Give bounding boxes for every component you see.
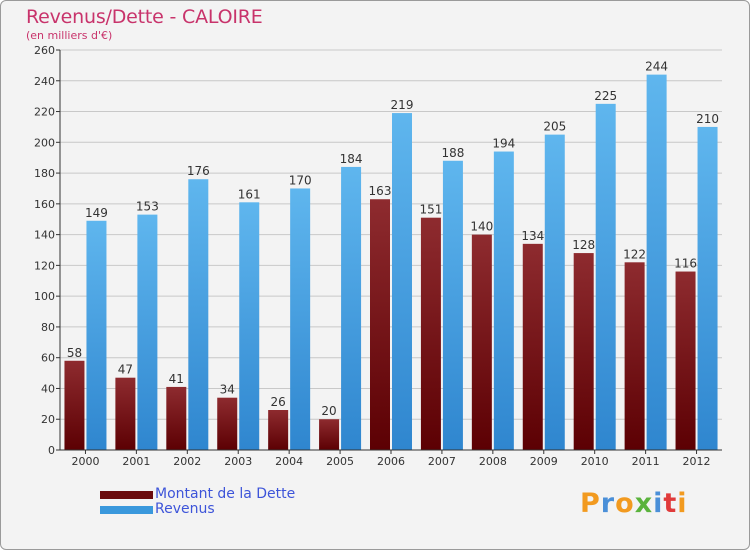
bar-revenus <box>86 220 107 450</box>
logo-letter: o <box>615 488 635 519</box>
bar-revenus <box>239 202 260 450</box>
bar-dette <box>115 377 136 450</box>
bar-dette <box>166 386 187 450</box>
x-tick-label: 2002 <box>173 455 201 468</box>
data-label-revenus: 194 <box>492 137 515 151</box>
x-tick-label: 2011 <box>632 455 660 468</box>
bar-dette <box>624 262 645 450</box>
bar-revenus <box>493 151 514 451</box>
bar-revenus <box>137 214 158 450</box>
data-label-dette: 34 <box>220 383 235 397</box>
logo-letter: i <box>653 488 664 519</box>
data-label-revenus: 188 <box>441 146 464 160</box>
data-label-revenus: 244 <box>645 60 668 74</box>
bar-revenus <box>290 188 311 450</box>
logo-letter: r <box>600 488 616 519</box>
data-label-revenus: 153 <box>136 200 159 214</box>
x-tick-label: 2010 <box>581 455 609 468</box>
y-tick-label: 20 <box>41 413 55 426</box>
data-label-dette: 122 <box>623 247 646 261</box>
legend-swatch-dette <box>100 491 153 499</box>
y-tick-label: 200 <box>34 136 55 149</box>
legend-label-revenus: Revenus <box>155 501 215 517</box>
data-label-revenus: 170 <box>289 173 312 187</box>
bar-revenus <box>544 134 565 450</box>
bar-dette <box>522 243 543 450</box>
x-tick-label: 2009 <box>530 455 558 468</box>
data-label-dette: 163 <box>369 184 392 198</box>
legend-swatch-revenus <box>100 506 153 514</box>
data-label-dette: 116 <box>674 257 697 271</box>
data-label-revenus: 176 <box>187 164 210 178</box>
y-tick-label: 240 <box>34 75 55 88</box>
y-tick-label: 0 <box>48 444 55 457</box>
x-tick-label: 2008 <box>479 455 507 468</box>
data-label-dette: 41 <box>169 372 184 386</box>
proxiti-logo: Proxiti <box>580 488 688 519</box>
legend-label-dette: Montant de la Dette <box>155 486 296 502</box>
y-tick-label: 160 <box>34 198 55 211</box>
data-label-revenus: 184 <box>340 152 363 166</box>
chart-title: Revenus/Dette - CALOIRE <box>26 6 263 28</box>
data-label-dette: 140 <box>470 220 493 234</box>
bar-revenus <box>341 166 362 450</box>
data-label-dette: 20 <box>321 404 336 418</box>
y-tick-label: 120 <box>34 259 55 272</box>
bar-revenus <box>646 74 667 450</box>
bar-dette <box>420 217 441 450</box>
bar-revenus <box>392 113 412 451</box>
y-tick-label: 40 <box>41 382 55 395</box>
y-tick-label: 260 <box>34 44 55 57</box>
x-tick-label: 2005 <box>326 455 354 468</box>
logo-letter: t <box>663 488 678 519</box>
data-label-revenus: 205 <box>543 120 566 134</box>
data-label-revenus: 149 <box>85 206 108 220</box>
bar-revenus <box>595 103 616 450</box>
x-tick-label: 2001 <box>122 455 150 468</box>
bar-revenus <box>188 179 209 450</box>
bar-revenus <box>442 160 463 450</box>
x-tick-label: 2004 <box>275 455 303 468</box>
bar-dette <box>370 199 390 450</box>
data-label-dette: 128 <box>572 238 595 252</box>
logo-letter: i <box>677 488 688 519</box>
bar-dette <box>64 360 85 450</box>
logo-letter: P <box>580 488 601 519</box>
bar-dette <box>675 271 696 450</box>
logo-letter: x <box>634 488 654 519</box>
data-label-revenus: 161 <box>238 187 261 201</box>
data-label-revenus: 219 <box>391 98 414 112</box>
y-tick-label: 60 <box>41 352 55 365</box>
chart-subtitle: (en milliers d'€) <box>26 29 113 42</box>
x-tick-label: 2000 <box>71 455 99 468</box>
data-label-revenus: 225 <box>594 89 617 103</box>
bar-dette <box>319 419 340 450</box>
bar-dette <box>471 234 492 450</box>
data-label-dette: 47 <box>118 363 133 377</box>
data-label-dette: 58 <box>67 346 82 360</box>
y-tick-label: 100 <box>34 290 55 303</box>
y-tick-label: 220 <box>34 106 55 119</box>
x-tick-label: 2012 <box>683 455 711 468</box>
bar-dette <box>573 253 594 450</box>
data-label-revenus: 210 <box>696 112 719 126</box>
data-label-dette: 26 <box>271 395 286 409</box>
data-label-dette: 151 <box>419 203 442 217</box>
data-label-dette: 134 <box>521 229 544 243</box>
y-tick-label: 80 <box>41 321 55 334</box>
bar-dette <box>217 397 238 450</box>
y-tick-label: 140 <box>34 229 55 242</box>
y-tick-label: 180 <box>34 167 55 180</box>
bar-dette <box>268 410 289 450</box>
x-tick-label: 2003 <box>224 455 252 468</box>
x-tick-label: 2006 <box>377 455 405 468</box>
bar-revenus <box>697 126 718 450</box>
x-tick-label: 2007 <box>428 455 456 468</box>
